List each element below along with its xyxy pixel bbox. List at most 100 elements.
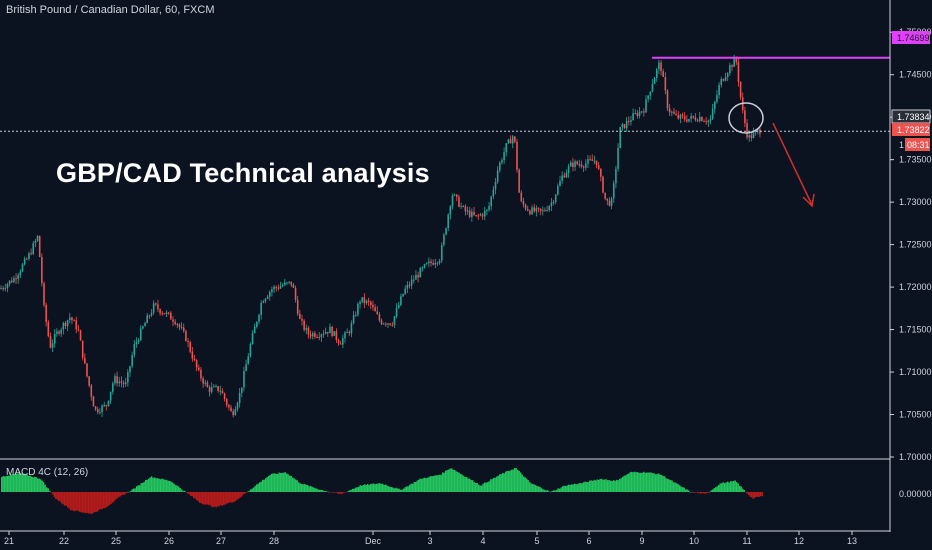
macd-bar (295, 479, 297, 492)
candles-layer (0, 54, 761, 418)
macd-bar (242, 492, 244, 495)
candle-body (101, 405, 103, 413)
macd-bar (232, 492, 234, 503)
macd-bar (383, 484, 385, 492)
macd-bar (437, 475, 439, 492)
candle-body (133, 344, 136, 355)
macd-bar (166, 479, 168, 492)
macd-bar (254, 485, 256, 492)
macd-bar (142, 482, 144, 492)
candle-body (499, 162, 501, 171)
candle-body (73, 320, 75, 322)
macd-bar (673, 482, 675, 492)
macd-bar (509, 470, 511, 492)
macd-bar (350, 489, 352, 492)
macd-bar (182, 490, 184, 492)
macd-bar (209, 492, 211, 506)
macd-bar (244, 492, 246, 494)
candle-body (53, 333, 56, 344)
time-tick-label: 22 (59, 536, 69, 546)
candle-body (415, 274, 417, 280)
candle-body (632, 113, 634, 121)
candle-body (94, 406, 97, 410)
macd-bar (374, 484, 376, 492)
candle-body (213, 386, 215, 388)
macd-bar (298, 482, 300, 492)
macd-bar (548, 491, 550, 493)
macd-bar (355, 487, 357, 492)
macd-bar (433, 475, 435, 492)
candle-body (28, 253, 30, 259)
time-tick-label: 21 (4, 536, 14, 546)
macd-bar (308, 486, 310, 492)
macd-bar (731, 481, 733, 492)
macd-bar (181, 489, 183, 492)
macd-bar (680, 486, 682, 492)
candle-body (535, 207, 538, 212)
macd-bar (461, 474, 463, 492)
macd-bar (727, 481, 729, 492)
candle-body (322, 333, 325, 335)
candle-body (462, 205, 465, 207)
macd-bar (161, 478, 163, 492)
macd-bar (575, 484, 577, 492)
candle-body (393, 316, 396, 326)
macd-bar (404, 487, 406, 492)
macd-bar (187, 492, 189, 494)
candle-body (81, 340, 84, 358)
time-axis[interactable]: 21 22 25 26 27 28 Dec 3 4 5 6 9 10 11 12 13 (4, 531, 857, 546)
candle-body (714, 101, 716, 109)
time-tick-label: 12 (794, 536, 804, 546)
macd-bar (130, 491, 132, 492)
candle-body (64, 323, 67, 327)
candle-body (335, 331, 338, 340)
candle-body (479, 214, 482, 216)
candle-body (32, 243, 35, 254)
candle-body (402, 293, 404, 297)
macd-bar (263, 479, 265, 492)
macd-bar (322, 490, 324, 492)
candle-body (363, 297, 366, 304)
macd-bar (701, 492, 703, 494)
macd-bar (304, 483, 306, 492)
macd-bar (127, 491, 129, 493)
candle-body (51, 343, 54, 348)
candle-body (116, 376, 118, 384)
macd-bar (79, 492, 81, 512)
macd-bar (340, 492, 342, 494)
candle-body (49, 336, 52, 348)
candle-body (660, 62, 662, 72)
macd-bar (682, 487, 684, 492)
candle-body (651, 83, 654, 92)
macd-bar (221, 492, 223, 506)
candle-body (548, 206, 551, 211)
macd-bar (290, 476, 292, 492)
macd-bar (761, 492, 763, 497)
candle-body (690, 115, 692, 119)
price-tick-label: 1.71500 (899, 325, 932, 335)
macd-bar (259, 482, 261, 492)
candle-body (2, 288, 4, 290)
macd-bar (688, 490, 690, 492)
macd-bar (98, 492, 100, 510)
macd-bar (566, 485, 568, 492)
macd-bar (22, 473, 24, 492)
candle-body (148, 315, 151, 317)
macd-indicator-label: MACD 4C (12, 26) (6, 467, 89, 478)
macd-bar (677, 484, 679, 492)
candle-body (238, 392, 241, 404)
timer-badge: 1 08:31 (899, 138, 930, 151)
macd-bar (55, 492, 57, 499)
candle-body (346, 331, 348, 333)
macd-bar (502, 473, 504, 492)
macd-bar (718, 485, 720, 492)
macd-bar (176, 485, 178, 492)
macd-bar (211, 492, 213, 507)
macd-bar (593, 479, 595, 492)
macd-bar (710, 490, 712, 492)
macd-bar (637, 472, 639, 492)
macd-histogram (1, 467, 763, 515)
macd-bar (518, 470, 520, 492)
candle-body (746, 123, 748, 138)
